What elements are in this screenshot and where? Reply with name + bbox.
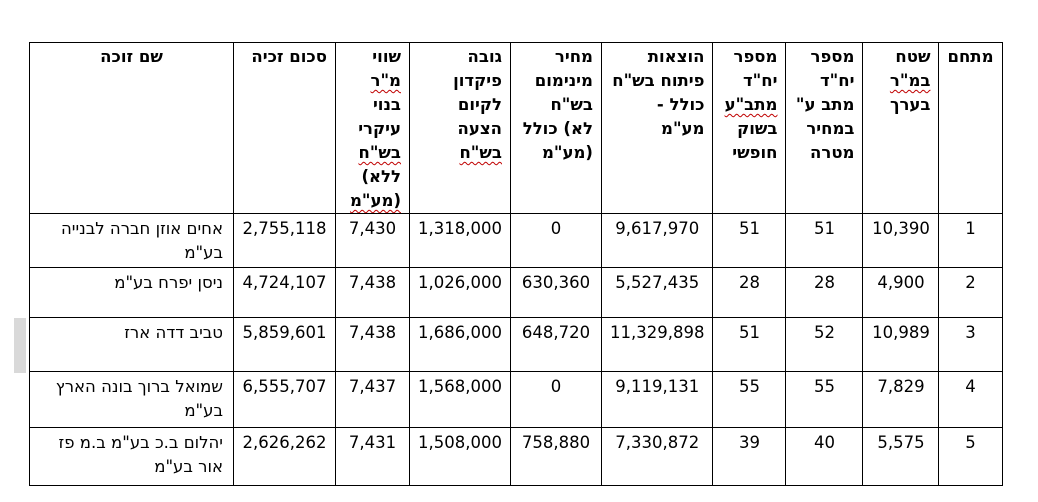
header-winner: שם זוכה <box>29 42 234 214</box>
table-row: 4 7,829 55 55 9,119,131 0 1,568,000 7,43… <box>29 371 1003 428</box>
cell-sqm-value: 7,438 <box>335 317 410 372</box>
table-row: 5 5,575 40 39 7,330,872 758,880 1,508,00… <box>29 427 1003 486</box>
cell-winner: טביב דדה ארז <box>29 317 234 372</box>
cell-win-amount: 5,859,601 <box>233 317 336 372</box>
tender-results-table: מתחם שטח במ"ר בערך מספר יח"ד מתב ע" במחי… <box>29 42 1003 486</box>
cell-units-free: 51 <box>712 213 787 268</box>
cell-land-size: 10,989 <box>862 317 940 372</box>
header-units-target: מספר יח"ד מתב ע" במחיר מטרה <box>785 42 864 214</box>
cell-winner: ניסן יפרח בע"מ <box>29 267 234 318</box>
cell-sqm-value: 7,437 <box>335 371 410 428</box>
cell-dev-costs: 9,617,970 <box>600 213 714 268</box>
cell-min-price: 630,360 <box>509 267 602 318</box>
cell-deposit: 1,026,000 <box>409 267 511 318</box>
cell-land-size: 7,829 <box>862 371 940 428</box>
cell-min-price: 758,880 <box>509 427 602 486</box>
cell-win-amount: 2,755,118 <box>233 213 336 268</box>
cell-dev-costs: 11,329,898 <box>600 317 714 372</box>
cell-win-amount: 4,724,107 <box>233 267 336 318</box>
cell-winner: שמואל ברוך בונה הארץ בע"מ <box>29 371 234 428</box>
cell-min-price: 0 <box>509 371 602 428</box>
cell-win-amount: 6,555,707 <box>233 371 336 428</box>
cell-land-size: 4,900 <box>862 267 940 318</box>
header-min-price: מחיר מינימום בש"ח לא) כולל (מע"מ <box>509 42 602 214</box>
cell-area: 3 <box>938 317 1003 372</box>
table-row: 2 4,900 28 28 5,527,435 630,360 1,026,00… <box>29 267 1003 318</box>
cell-winner: יהלום ב.כ בע"מ ב.מ פז אור בע"מ <box>29 427 234 486</box>
cell-area: 4 <box>938 371 1003 428</box>
cell-units-target: 28 <box>785 267 864 318</box>
cell-deposit: 1,508,000 <box>409 427 511 486</box>
table-row: 1 10,390 51 51 9,617,970 0 1,318,000 7,4… <box>29 213 1003 268</box>
selection-marker <box>14 318 26 373</box>
cell-sqm-value: 7,430 <box>335 213 410 268</box>
cell-land-size: 10,390 <box>862 213 940 268</box>
cell-units-free: 51 <box>712 317 787 372</box>
cell-sqm-value: 7,431 <box>335 427 410 486</box>
header-units-free: מספר יח"ד מתב"ע בשוק חופשי <box>712 42 787 214</box>
cell-units-target: 52 <box>785 317 864 372</box>
cell-dev-costs: 9,119,131 <box>600 371 714 428</box>
cell-units-free: 39 <box>712 427 787 486</box>
cell-win-amount: 2,626,262 <box>233 427 336 486</box>
header-sqm-value: שווי מ"ר בנוי עיקרי בש"ח ללא) (מע"מ <box>335 42 410 214</box>
cell-units-free: 28 <box>712 267 787 318</box>
header-dev-costs: הוצאות פיתוח בש"ח כולל - מע"מ <box>600 42 714 214</box>
cell-deposit: 1,568,000 <box>409 371 511 428</box>
header-deposit: גובה פיקדון לקיום הצעה בש"ח <box>409 42 511 214</box>
cell-dev-costs: 7,330,872 <box>600 427 714 486</box>
cell-min-price: 648,720 <box>509 317 602 372</box>
cell-winner: אחים אוזן חברה לבנייה בע"מ <box>29 213 234 268</box>
cell-area: 2 <box>938 267 1003 318</box>
table-row: 3 10,989 52 51 11,329,898 648,720 1,686,… <box>29 317 1003 372</box>
cell-sqm-value: 7,438 <box>335 267 410 318</box>
cell-deposit: 1,686,000 <box>409 317 511 372</box>
cell-land-size: 5,575 <box>862 427 940 486</box>
header-win-amount: סכום זכיה <box>233 42 336 214</box>
header-area: מתחם <box>938 42 1003 214</box>
cell-deposit: 1,318,000 <box>409 213 511 268</box>
cell-units-target: 55 <box>785 371 864 428</box>
cell-units-target: 51 <box>785 213 864 268</box>
header-land-size: שטח במ"ר בערך <box>862 42 940 214</box>
cell-min-price: 0 <box>509 213 602 268</box>
header-row: מתחם שטח במ"ר בערך מספר יח"ד מתב ע" במחי… <box>29 42 1003 214</box>
cell-area: 5 <box>938 427 1003 486</box>
cell-units-free: 55 <box>712 371 787 428</box>
cell-area: 1 <box>938 213 1003 268</box>
cell-dev-costs: 5,527,435 <box>600 267 714 318</box>
cell-units-target: 40 <box>785 427 864 486</box>
